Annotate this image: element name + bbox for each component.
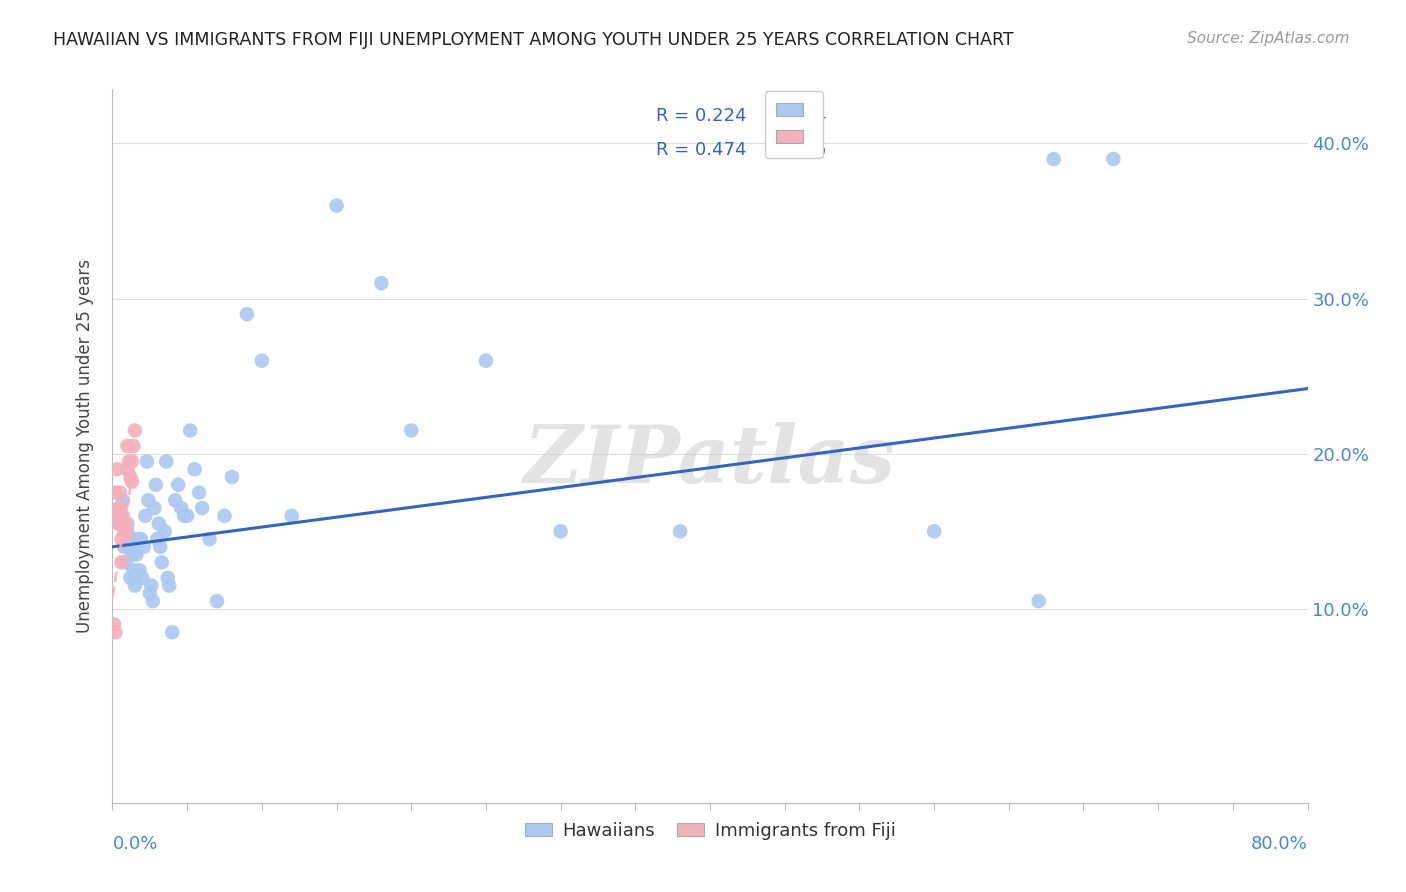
Point [153,524,176,539]
Point [198,532,221,546]
Point [191,501,214,516]
Point [475,353,498,368]
Point [214,508,236,523]
Point [124,424,146,438]
Point [145,477,167,491]
Point [183,462,205,476]
Point [117,462,139,476]
Point [125,540,148,554]
Point [111,516,134,531]
Point [114,524,135,539]
Point [325,198,347,212]
Point [221,470,243,484]
Point [107,516,129,531]
Point [108,501,131,516]
Point [121,548,143,562]
Point [188,485,211,500]
Point [281,508,304,523]
Point [149,540,172,554]
Point [122,563,145,577]
Point [128,563,150,577]
Point [143,501,166,516]
Text: 0.0%: 0.0% [112,835,157,853]
Point [110,508,132,523]
Point [669,524,692,539]
Point [131,571,153,585]
Point [155,454,177,468]
Point [104,625,127,640]
Point [107,501,129,516]
Point [156,571,179,585]
Point [121,475,143,489]
Point [104,485,127,500]
Point [110,555,132,569]
Point [205,594,228,608]
Point [170,501,193,516]
Point [122,439,145,453]
Text: R = 0.224   N = 64: R = 0.224 N = 64 [657,107,827,125]
Point [1042,152,1064,166]
Point [115,516,138,531]
Point [120,571,142,585]
Point [173,508,195,523]
Point [117,516,139,531]
Point [162,625,183,640]
Point [105,462,128,476]
Point [120,470,142,484]
Point [124,579,146,593]
Point [108,485,131,500]
Y-axis label: Unemployment Among Youth under 25 years: Unemployment Among Youth under 25 years [76,259,94,633]
Point [111,493,134,508]
Point [1102,152,1125,166]
Point [127,532,149,546]
Text: Source: ZipAtlas.com: Source: ZipAtlas.com [1187,31,1350,46]
Point [148,516,170,531]
Point [135,454,157,468]
Point [132,540,155,554]
Point [118,540,141,554]
Text: ZIPatlas: ZIPatlas [524,422,896,499]
Point [121,454,143,468]
Point [167,477,190,491]
Point [370,276,392,290]
Point [117,524,139,539]
Point [401,424,423,438]
Point [139,586,162,600]
Point [103,617,125,632]
Point [150,555,173,569]
Point [165,493,187,508]
Point [115,527,138,541]
Point [157,579,180,593]
Point [121,532,143,546]
Point [176,508,198,523]
Point [1028,594,1050,608]
Point [111,508,134,523]
Point [115,555,138,569]
Point [236,307,259,321]
Point [114,516,135,531]
Point [138,493,160,508]
Point [107,516,129,531]
Text: HAWAIIAN VS IMMIGRANTS FROM FIJI UNEMPLOYMENT AMONG YOUTH UNDER 25 YEARS CORRELA: HAWAIIAN VS IMMIGRANTS FROM FIJI UNEMPLO… [53,31,1014,49]
Point [922,524,945,539]
Point [114,540,135,554]
Point [105,508,128,523]
Text: 80.0%: 80.0% [1251,835,1308,853]
Point [110,532,132,546]
Point [118,454,141,468]
Point [179,424,201,438]
Point [124,571,146,585]
Point [134,508,156,523]
Point [250,353,273,368]
Point [125,548,148,562]
Legend: Hawaiians, Immigrants from Fiji: Hawaiians, Immigrants from Fiji [517,815,903,847]
Point [146,532,169,546]
Point [141,579,163,593]
Point [117,439,139,453]
Point [142,594,165,608]
Point [129,532,152,546]
Text: R = 0.474   N = 25: R = 0.474 N = 25 [657,141,827,159]
Point [550,524,572,539]
